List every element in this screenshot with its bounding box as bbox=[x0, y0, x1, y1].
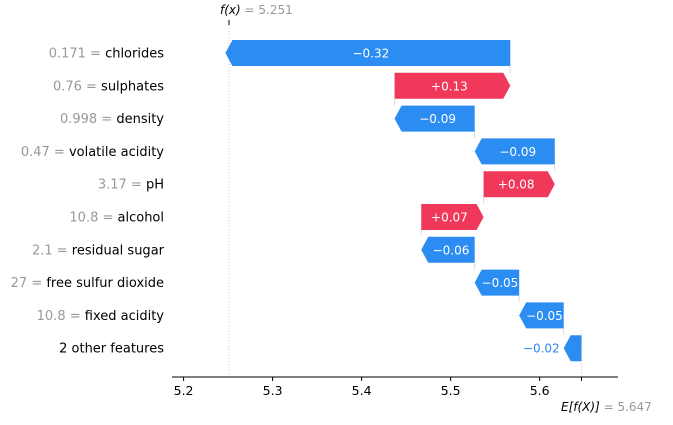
feature-label: 0.76 = sulphates bbox=[53, 79, 164, 94]
x-tick-label: 5.5 bbox=[441, 383, 461, 398]
feature-name: alcohol bbox=[118, 211, 164, 226]
negative-bar bbox=[394, 105, 475, 132]
x-tick-label: 5.2 bbox=[174, 383, 194, 398]
feature-label: 10.8 = fixed acidity bbox=[37, 309, 165, 324]
feature-value: 2.1 = bbox=[32, 243, 72, 258]
x-tick-label: 5.3 bbox=[263, 383, 283, 398]
base-value: 5.647 bbox=[617, 400, 651, 414]
feature-label: 0.47 = volatile acidity bbox=[21, 145, 164, 160]
feature-label: 27 = free sulfur dioxide bbox=[11, 276, 164, 291]
feature-value: 0.47 = bbox=[21, 145, 69, 160]
feature-label: 2.1 = residual sugar bbox=[32, 243, 165, 258]
bar-value-label: −0.05 bbox=[526, 309, 563, 323]
negative-bar bbox=[519, 302, 564, 329]
feature-label: 2 other features bbox=[59, 342, 164, 357]
feature-name: 2 other features bbox=[59, 342, 164, 357]
feature-name: fixed acidity bbox=[85, 309, 165, 324]
feature-labels: 0.171 = chlorides 0.76 = sulphates 0.998 =… bbox=[11, 47, 165, 357]
bar-value-label: +0.13 bbox=[431, 79, 468, 93]
bar-value-label: −0.32 bbox=[352, 47, 389, 61]
x-tick-label: 5.6 bbox=[530, 383, 550, 398]
bar-value-label: −0.09 bbox=[499, 145, 536, 159]
feature-name: sulphates bbox=[101, 79, 164, 94]
negative-bar bbox=[421, 236, 475, 263]
fx-value: 5.251 bbox=[258, 3, 292, 17]
negative-bar bbox=[563, 335, 582, 362]
negative-bar bbox=[474, 138, 555, 165]
feature-label: 0.171 = chlorides bbox=[49, 47, 165, 62]
base-annotation: E[f(X)] = 5.647 bbox=[561, 400, 652, 414]
grid-lines bbox=[172, 20, 618, 377]
positive-bar bbox=[394, 72, 511, 99]
bar-value-label: −0.06 bbox=[433, 243, 470, 257]
bars: −0.32 +0.13 −0.09 −0.09 +0.08 +0.07 −0.06 −0.05… bbox=[225, 40, 582, 362]
bar-value-label: −0.02 bbox=[523, 342, 560, 356]
x-axis: 5.2 5.3 5.4 5.5 5.6 bbox=[172, 376, 618, 398]
bar-value-label: +0.07 bbox=[431, 211, 468, 225]
feature-value: 27 = bbox=[11, 276, 47, 291]
bar-value-label: +0.08 bbox=[498, 178, 535, 192]
negative-bar bbox=[225, 40, 511, 66]
feature-name: density bbox=[116, 112, 164, 127]
feature-value: 3.17 = bbox=[98, 178, 146, 193]
feature-name: volatile acidity bbox=[69, 145, 164, 160]
feature-value: 0.76 = bbox=[53, 79, 101, 94]
feature-value: 10.8 = bbox=[69, 211, 117, 226]
bar-value-label: −0.09 bbox=[419, 112, 456, 126]
bar-value-label: −0.05 bbox=[482, 276, 519, 290]
feature-label: 3.17 = pH bbox=[98, 178, 164, 193]
feature-name: residual sugar bbox=[72, 243, 165, 258]
positive-bar bbox=[483, 171, 555, 198]
feature-value: 10.8 = bbox=[37, 309, 85, 324]
feature-name: chlorides bbox=[105, 47, 164, 62]
feature-name: pH bbox=[146, 178, 164, 193]
feature-label: 0.998 = density bbox=[60, 112, 164, 127]
positive-bar bbox=[421, 204, 484, 230]
x-tick-label: 5.4 bbox=[352, 383, 372, 398]
fx-label: f(x) bbox=[220, 3, 241, 17]
feature-label: 10.8 = alcohol bbox=[69, 211, 164, 226]
feature-value: 0.998 = bbox=[60, 112, 116, 127]
fx-annotation: f(x) = 5.251 bbox=[220, 3, 293, 17]
negative-bar bbox=[474, 269, 520, 296]
feature-value: 0.171 = bbox=[49, 47, 105, 62]
feature-name: free sulfur dioxide bbox=[46, 276, 164, 291]
base-label: E[f(X)] bbox=[561, 400, 600, 414]
